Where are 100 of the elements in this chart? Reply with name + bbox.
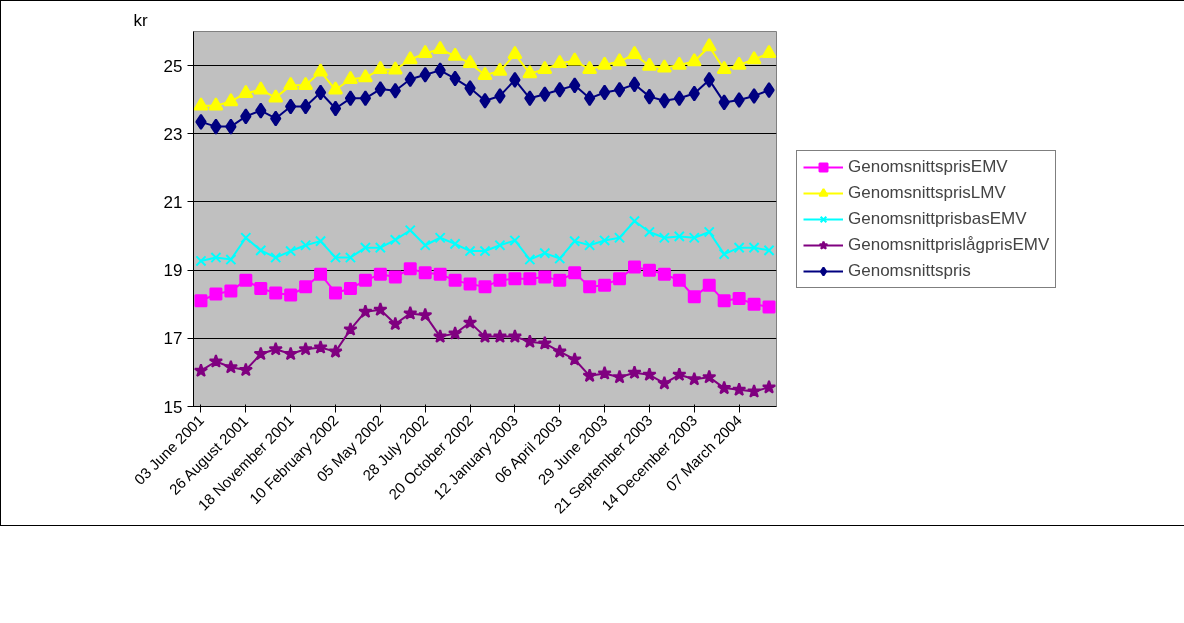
point bbox=[597, 56, 613, 70]
point bbox=[417, 44, 433, 59]
point bbox=[701, 37, 717, 52]
point bbox=[195, 255, 207, 267]
point bbox=[703, 71, 715, 88]
point bbox=[538, 270, 552, 284]
point bbox=[314, 267, 328, 281]
point bbox=[537, 60, 553, 75]
point bbox=[494, 87, 506, 104]
point bbox=[658, 232, 670, 244]
point bbox=[434, 62, 446, 79]
point bbox=[269, 286, 283, 300]
point bbox=[642, 263, 656, 277]
point bbox=[509, 234, 521, 247]
point bbox=[686, 52, 702, 67]
point bbox=[716, 60, 732, 75]
point bbox=[492, 329, 508, 343]
point bbox=[478, 280, 492, 294]
point bbox=[208, 97, 224, 111]
point bbox=[388, 270, 402, 284]
point bbox=[717, 380, 732, 395]
point bbox=[389, 234, 401, 246]
point bbox=[492, 62, 508, 76]
point bbox=[419, 239, 431, 251]
point bbox=[284, 288, 298, 302]
point bbox=[628, 215, 641, 227]
point bbox=[583, 280, 597, 294]
point bbox=[373, 267, 387, 281]
point bbox=[359, 90, 372, 107]
point bbox=[374, 242, 386, 254]
point bbox=[539, 247, 551, 259]
point bbox=[628, 76, 641, 93]
point bbox=[598, 278, 612, 292]
point bbox=[763, 244, 775, 256]
point bbox=[225, 253, 237, 266]
point bbox=[373, 302, 388, 316]
point bbox=[479, 245, 491, 257]
point bbox=[671, 56, 687, 70]
point bbox=[568, 266, 582, 280]
point bbox=[687, 371, 702, 386]
point bbox=[298, 341, 313, 356]
point bbox=[344, 251, 357, 264]
point bbox=[254, 282, 268, 296]
point bbox=[463, 277, 477, 291]
point bbox=[643, 226, 656, 238]
point bbox=[733, 92, 745, 109]
point bbox=[238, 84, 254, 98]
point bbox=[672, 367, 687, 382]
point bbox=[748, 242, 760, 254]
point bbox=[657, 267, 671, 281]
point bbox=[507, 45, 523, 60]
point bbox=[343, 321, 358, 336]
point bbox=[418, 307, 433, 322]
point bbox=[433, 267, 447, 281]
point bbox=[582, 60, 598, 75]
point bbox=[522, 64, 538, 79]
point bbox=[733, 242, 745, 254]
legend-label: GenomsnittprislågprisEMV bbox=[848, 234, 1050, 255]
point bbox=[524, 253, 536, 266]
point bbox=[419, 66, 431, 83]
point bbox=[238, 362, 253, 377]
point bbox=[731, 382, 747, 397]
point bbox=[553, 273, 567, 287]
y-axis-title: kr bbox=[133, 10, 148, 30]
point bbox=[240, 108, 252, 125]
point bbox=[240, 232, 252, 244]
point bbox=[314, 235, 327, 247]
y-tick-label: 21 bbox=[163, 192, 183, 212]
point bbox=[270, 251, 282, 264]
point bbox=[358, 273, 372, 287]
point bbox=[328, 344, 343, 358]
point bbox=[447, 326, 463, 340]
point bbox=[387, 61, 403, 75]
point bbox=[329, 251, 342, 264]
point bbox=[687, 290, 701, 304]
point bbox=[643, 88, 656, 105]
y-tick-label: 23 bbox=[163, 124, 183, 144]
point bbox=[613, 232, 626, 244]
point bbox=[432, 40, 448, 54]
point bbox=[582, 368, 597, 383]
point bbox=[388, 316, 403, 331]
point bbox=[374, 81, 387, 98]
point bbox=[194, 294, 208, 308]
point bbox=[598, 234, 611, 247]
point bbox=[268, 341, 283, 356]
point bbox=[656, 59, 672, 73]
point bbox=[300, 239, 312, 251]
point bbox=[554, 252, 566, 265]
point bbox=[255, 102, 267, 119]
point bbox=[524, 90, 536, 107]
point bbox=[761, 44, 777, 59]
point bbox=[763, 82, 775, 99]
point bbox=[554, 81, 566, 98]
point bbox=[641, 57, 657, 71]
point bbox=[539, 86, 551, 103]
point bbox=[567, 351, 582, 366]
point bbox=[270, 110, 282, 127]
point bbox=[314, 84, 327, 101]
point bbox=[507, 329, 523, 343]
point bbox=[313, 63, 329, 77]
